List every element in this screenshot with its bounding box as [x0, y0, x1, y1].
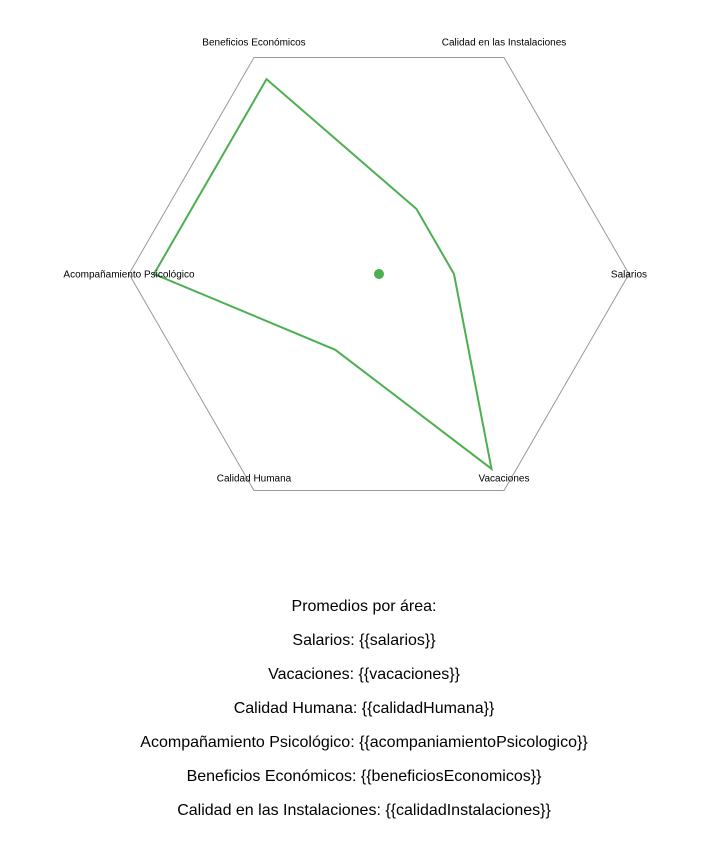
summary-line-beneficios: Beneficios Económicos: {{beneficiosEcono…: [186, 768, 542, 785]
summary-line-salarios: Salarios: {{salarios}}: [292, 632, 436, 649]
axis-label-acompanamiento-psicologico: Acompañamiento Psicológico: [63, 270, 195, 281]
axis-label-calidad-instalaciones: Calidad en las Instalaciones: [442, 37, 567, 48]
radar-series-polygon: [152, 77, 493, 472]
axis-label-salarios: Salarios: [611, 270, 647, 281]
summary-heading: Promedios por área:: [291, 598, 437, 615]
summary-line-vacaciones: Vacaciones: {{vacaciones}}: [268, 666, 460, 683]
radar-chart: Salarios Vacaciones Calidad Humana Acompaña…: [63, 37, 647, 492]
summary-line-instalaciones: Calidad en las Instalaciones: {{calidadI…: [177, 802, 551, 819]
averages-summary: Promedios por área: Salarios: {{salarios…: [0, 590, 728, 828]
axis-label-vacaciones: Vacaciones: [479, 474, 530, 485]
radar-center-point: [374, 269, 384, 279]
axis-label-calidad-humana: Calidad Humana: [217, 474, 292, 485]
summary-line-acompanamiento: Acompañamiento Psicológico: {{acompaniam…: [140, 734, 588, 751]
radar-grid-outline: [128, 56, 630, 492]
axis-label-beneficios-economicos: Beneficios Económicos: [202, 37, 305, 48]
summary-line-calidad-humana: Calidad Humana: {{calidadHumana}}: [233, 700, 495, 717]
